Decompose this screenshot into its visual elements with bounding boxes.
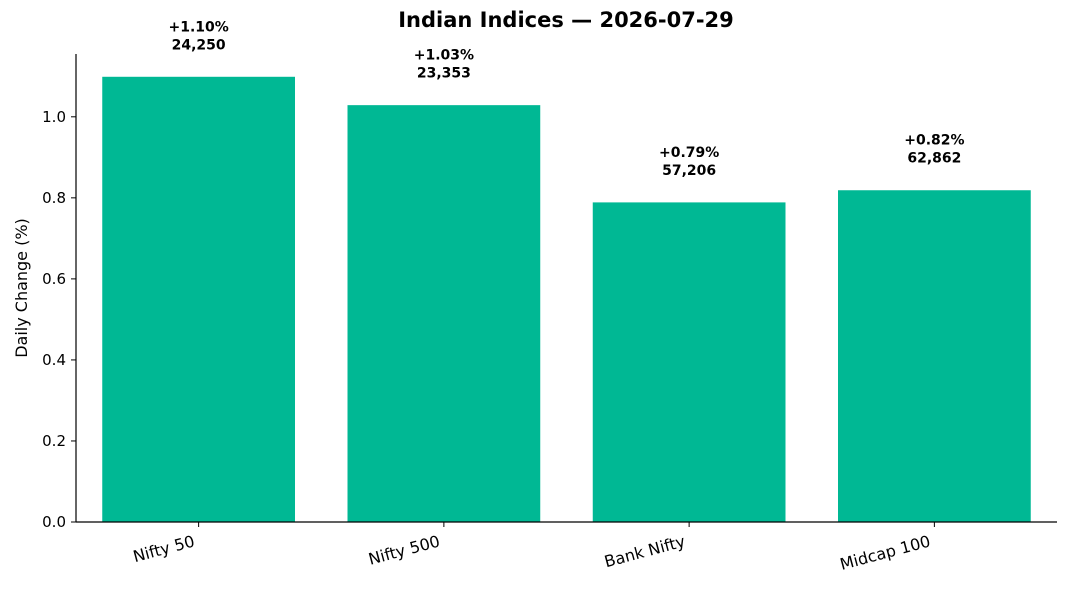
level-label: 23,353 (417, 66, 471, 82)
change-label: +0.82% (904, 133, 964, 149)
level-label: 62,862 (907, 151, 961, 167)
x-tick-label: Midcap 100 (838, 532, 933, 574)
change-label: +0.79% (659, 145, 719, 161)
bar-midcap-100 (837, 189, 1032, 523)
data-labels-layer: +1.10% 24,250 +1.03% 23,353 +0.79% 57,206 +0.8… (168, 19, 964, 179)
axes-layer: Daily Change (%) (12, 54, 1057, 523)
bar-bank-nifty (591, 201, 787, 523)
bar-nifty-50 (101, 75, 296, 523)
change-label: +1.03% (414, 48, 474, 64)
x-tick-label: Nifty 50 (131, 532, 197, 567)
x-tick-label: Bank Nifty (602, 532, 687, 572)
level-label: 24,250 (172, 37, 226, 53)
y-ticks-layer: 0.0 0.2 0.4 0.6 0.8 1.0 (42, 108, 76, 531)
y-tick-label: 0.4 (42, 351, 66, 369)
y-tick-label: 1.0 (42, 108, 66, 126)
chart-title: Indian Indices — 2026-07-29 (398, 8, 734, 32)
y-tick-label: 0.8 (42, 189, 66, 207)
bar-nifty-500 (346, 104, 542, 523)
y-tick-label: 0.2 (42, 432, 66, 450)
level-label: 57,206 (662, 163, 716, 179)
y-tick-label: 0.6 (42, 270, 66, 288)
y-tick-label: 0.0 (42, 513, 66, 531)
y-axis-label: Daily Change (%) (12, 218, 31, 358)
x-tick-label: Nifty 500 (366, 532, 442, 569)
x-ticks-layer: Nifty 50 Nifty 500 Bank Nifty Midcap 100 (131, 522, 935, 574)
change-label: +1.10% (168, 19, 228, 35)
bars-layer (101, 75, 1032, 523)
